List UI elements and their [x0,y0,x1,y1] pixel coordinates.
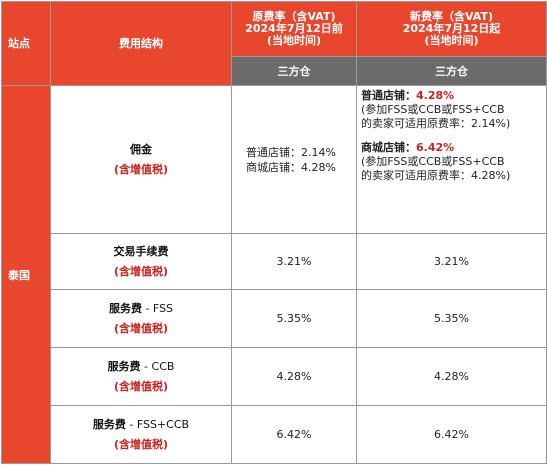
header-old-rate-line1: 原费率（含VAT) [252,10,336,23]
old-rate-mall: 商城店铺：4.28% [246,160,336,174]
old-rate-normal: 普通店铺：2.14% [246,145,336,159]
header-old-rate-line2: 2024年7月12日前 [245,22,343,35]
new-rate-normal-label: 普通店铺： [361,89,416,102]
old-rate-value: 4.28% [231,347,357,406]
region-cell: 泰国 [1,85,51,464]
new-rate-mall-label: 商城店铺： [361,141,416,154]
new-rate-value: 6.42% [356,405,547,464]
header-old-rate: 原费率（含VAT) 2024年7月12日前 (当地时间) [231,1,357,57]
new-rate-normal-value: 4.28% [416,89,455,102]
vat-note: (含增值税) [113,264,169,278]
new-rate-normal-note1: (参加FSS或CCB或FSS+CCB [361,103,505,116]
fee-name-label: 服务费 [107,359,141,373]
header-new-rate-line2: 2024年7月12日起 [402,22,501,35]
new-rate-value: 4.28% [356,347,547,406]
new-rate-normal-note2: 的卖家可适用原费率：2.14%) [361,117,511,130]
fee-name-service-fss-ccb: 服务费 - FSS+CCB (含增值税) [50,405,232,464]
vat-note: (含增值税) [113,162,169,176]
new-rate-value: 5.35% [356,289,547,348]
table-row: 交易手续费 (含增值税) 3.21% 3.21% [2,233,547,290]
fee-name-label: 服务费 [108,301,142,315]
new-rate-mall-note2: 的卖家可适用原费率：4.28%) [361,169,511,182]
header-new-rate-line1: 新费率（含VAT) [410,10,493,23]
fee-name-service-ccb: 服务费 - CCB (含增值税) [50,347,232,406]
old-rate-value: 5.35% [231,289,357,348]
new-rate-value: 3.21% [356,233,547,290]
vat-note: (含增值税) [113,321,169,335]
fee-name-label: 佣金 [130,142,152,156]
table-row: 服务费 - FSS+CCB (含增值税) 6.42% 6.42% [2,405,547,464]
fee-name-transaction: 交易手续费 (含增值税) [50,233,232,290]
fee-name-suffix: - FSS+CCB [125,417,190,431]
fee-name-label: 服务费 [92,417,126,431]
vat-note: (含增值税) [113,379,169,393]
header-new-rate-line3: (当地时间) [424,34,479,47]
vat-note: (含增值税) [113,437,169,451]
table-row: 服务费 - FSS (含增值税) 5.35% 5.35% [2,289,547,348]
header-old-rate-line3: (当地时间) [266,34,322,47]
fee-name-commission: 佣金 (含增值税) [50,85,232,234]
new-rate-commission: 普通店铺：4.28% (参加FSS或CCB或FSS+CCB 的卖家可适用原费率：… [356,85,547,234]
table-row: 服务费 - CCB (含增值税) 4.28% 4.28% [2,347,547,406]
old-rate-value: 6.42% [231,405,357,464]
fee-name-service-fss: 服务费 - FSS (含增值税) [50,289,232,348]
header-new-rate: 新费率（含VAT) 2024年7月12日起 (当地时间) [356,1,547,57]
header-station: 站点 [1,1,51,86]
old-rate-commission: 普通店铺：2.14% 商城店铺：4.28% [231,85,357,234]
fee-name-suffix: - FSS [141,301,174,315]
fee-name-suffix: - CCB [140,359,175,373]
header-fee-structure: 费用结构 [50,1,232,86]
new-rate-mall-value: 6.42% [416,141,455,154]
old-rate-value: 3.21% [231,233,357,290]
new-rate-mall-note1: (参加FSS或CCB或FSS+CCB [361,155,505,168]
subheader-new-warehouse: 三方仓 [356,56,547,86]
subheader-old-warehouse: 三方仓 [231,56,357,86]
fee-name-label: 交易手续费 [113,244,169,258]
